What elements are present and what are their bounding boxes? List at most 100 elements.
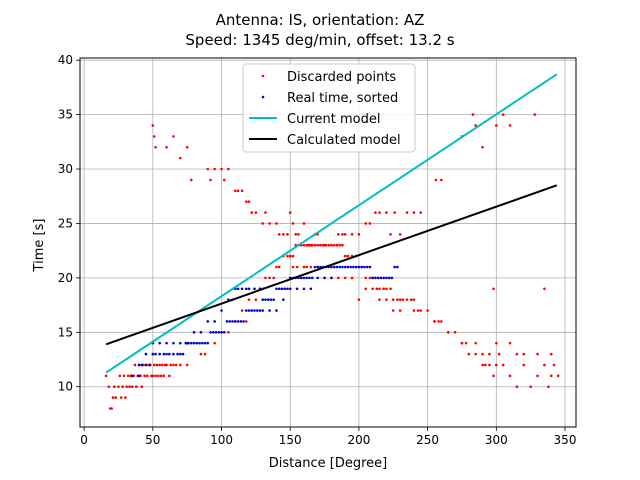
discarded-points-point <box>419 309 423 312</box>
real-time-sorted-point <box>363 265 366 269</box>
discarded-points-point <box>275 222 278 225</box>
discarded-points-point <box>254 211 258 214</box>
real-time-sorted-point <box>185 341 189 345</box>
discarded-points-point <box>357 233 361 236</box>
discarded-points-point <box>552 363 556 367</box>
discarded-points-point <box>374 211 377 214</box>
discarded-points-point <box>405 298 409 301</box>
real-time-sorted-point <box>189 341 193 345</box>
real-time-sorted-point <box>203 341 207 345</box>
real-time-sorted-point <box>376 276 380 280</box>
discarded-points-point <box>332 243 336 247</box>
discarded-points-point <box>272 276 276 280</box>
discarded-points-point <box>152 363 156 367</box>
discarded-points-point <box>104 374 108 378</box>
legend-real-time-sorted-label: Real time, sorted <box>287 91 398 106</box>
y-tick-label: 40 <box>58 53 73 67</box>
legend-real-time-sorted-marker <box>261 95 265 99</box>
real-time-sorted-point <box>178 341 182 345</box>
real-time-sorted-point <box>217 331 221 334</box>
chart-title-line-1: Antenna: IS, orientation: AZ <box>216 11 425 29</box>
real-time-sorted-point <box>240 287 244 291</box>
real-time-sorted-point <box>286 287 289 291</box>
real-time-sorted-point <box>181 352 185 356</box>
discarded-points-point <box>282 233 285 236</box>
discarded-points-point <box>254 298 258 301</box>
real-time-sorted-point <box>250 309 254 312</box>
real-time-sorted-point <box>225 320 229 323</box>
discarded-points-point <box>111 396 115 399</box>
real-time-sorted-point <box>374 276 377 280</box>
discarded-points-point <box>126 374 130 378</box>
discarded-points-point <box>338 243 341 247</box>
discarded-points-point <box>297 233 300 236</box>
real-time-sorted-point <box>275 287 278 291</box>
real-time-sorted-point <box>393 265 396 269</box>
discarded-points-point <box>474 341 478 345</box>
discarded-points-point <box>389 287 392 291</box>
real-time-sorted-point <box>247 287 251 291</box>
real-time-sorted-point <box>158 352 161 356</box>
discarded-points-point <box>515 385 519 389</box>
real-time-sorted-point <box>330 276 333 280</box>
y-tick-label: 10 <box>58 380 73 394</box>
discarded-points-point <box>522 363 526 367</box>
discarded-points-point <box>291 254 295 258</box>
real-time-sorted-point <box>354 265 358 269</box>
real-time-sorted-point <box>195 341 199 345</box>
real-time-sorted-point <box>275 309 278 312</box>
real-time-sorted-point <box>192 341 196 345</box>
real-time-sorted-point <box>236 320 240 323</box>
discarded-points-point <box>495 124 498 127</box>
discarded-points-point <box>172 135 175 138</box>
discarded-points-point <box>419 211 423 214</box>
discarded-points-point <box>412 211 416 214</box>
real-time-sorted-point <box>220 309 223 312</box>
real-time-sorted-point <box>349 265 352 269</box>
calculated-model-line <box>105 184 558 346</box>
real-time-sorted-point <box>200 341 204 345</box>
discarded-points-point <box>330 243 333 247</box>
discarded-points-point <box>549 374 553 378</box>
discarded-points-point <box>122 374 126 378</box>
real-time-sorted-point <box>352 265 355 269</box>
real-time-sorted-point <box>288 287 292 291</box>
discarded-points-point <box>327 243 330 247</box>
real-time-sorted-point <box>390 276 394 280</box>
x-tick-label: 100 <box>210 433 233 447</box>
real-time-sorted-point <box>332 265 336 269</box>
real-time-sorted-point <box>295 287 299 291</box>
discarded-points-point <box>536 374 539 378</box>
discarded-points-point <box>481 363 484 367</box>
discarded-points-point <box>488 352 491 356</box>
real-time-sorted-point <box>385 276 388 280</box>
discarded-points-point <box>319 243 322 247</box>
real-time-sorted-point <box>144 363 148 367</box>
discarded-points-point <box>165 363 168 367</box>
discarded-points-point <box>291 222 295 225</box>
real-time-sorted-point <box>222 331 226 334</box>
discarded-points-point <box>316 243 319 247</box>
discarded-points-point <box>135 385 138 389</box>
discarded-points-point <box>389 233 392 236</box>
discarded-points-point <box>140 385 144 389</box>
real-time-sorted-point <box>211 331 215 334</box>
real-time-sorted-point <box>261 298 265 301</box>
real-time-sorted-point <box>316 276 319 280</box>
discarded-points-point <box>250 211 254 214</box>
real-time-sorted-point <box>220 331 223 334</box>
discarded-points-point <box>133 363 137 367</box>
discarded-points-point <box>152 135 156 138</box>
x-tick-label: 300 <box>485 433 508 447</box>
real-time-sorted-point <box>316 265 319 269</box>
discarded-points-point <box>143 374 146 378</box>
real-time-sorted-point <box>302 276 306 280</box>
discarded-points-point <box>533 113 537 116</box>
discarded-points-point <box>382 287 385 291</box>
real-time-sorted-point <box>365 265 369 269</box>
x-tick-label: 0 <box>80 433 88 447</box>
real-time-sorted-point <box>272 298 276 301</box>
discarded-points-point <box>501 113 505 116</box>
plot-marks <box>104 73 560 410</box>
